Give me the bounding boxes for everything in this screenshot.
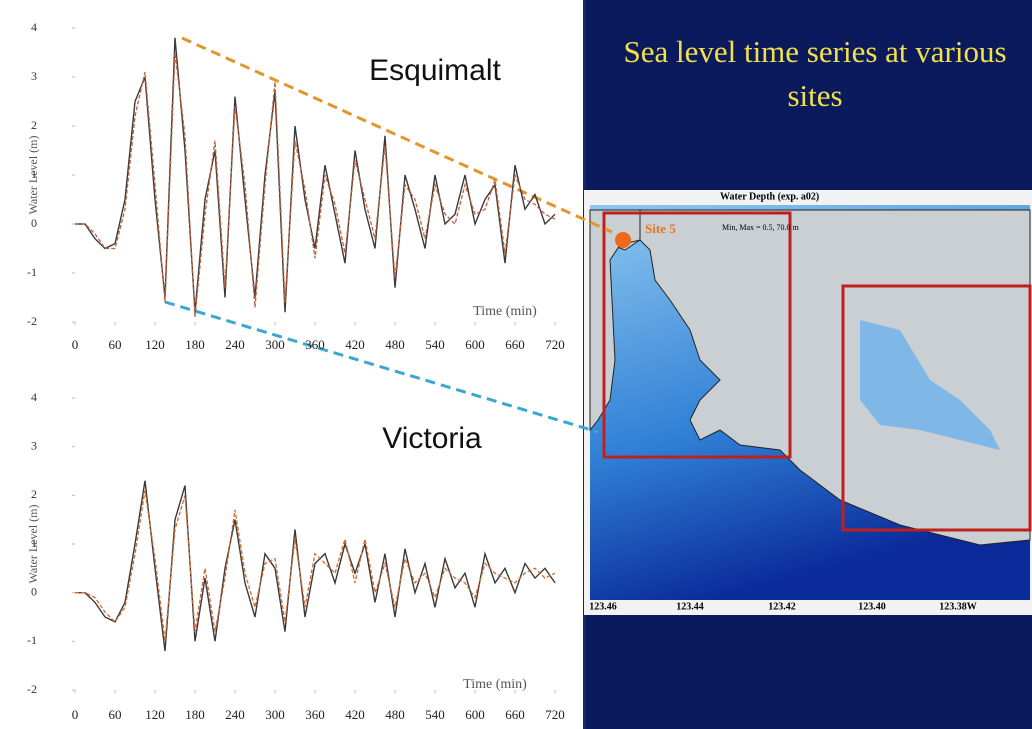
x-tick-label: 60 xyxy=(109,707,122,722)
x-axis-label: Time (min) xyxy=(473,304,537,319)
x-tick-label: 540 xyxy=(425,337,445,352)
x-tick-label: 240 xyxy=(225,337,245,352)
x-tick-label: 600 xyxy=(465,707,485,722)
y-tick-label: 2 xyxy=(31,487,37,501)
x-tick-label: 300 xyxy=(265,707,285,722)
x-tick-label: 600 xyxy=(465,337,485,352)
y-tick-label: 4 xyxy=(31,390,37,404)
x-tick-label: 720 xyxy=(545,337,565,352)
x-tick-label: 300 xyxy=(265,337,285,352)
chart-panel xyxy=(0,0,585,729)
y-tick-label: 3 xyxy=(31,438,37,452)
y-tick-label: 0 xyxy=(31,584,37,598)
chart-title: Esquimalt xyxy=(369,54,501,87)
lon-label: 123.44 xyxy=(676,601,704,612)
x-tick-label: 360 xyxy=(305,337,325,352)
lon-label: 123.40 xyxy=(858,601,886,612)
x-tick-label: 120 xyxy=(145,707,165,722)
map-range-note: Min, Max = 0.5, 70.0 m xyxy=(722,223,800,232)
lon-label: 123.38W xyxy=(939,601,977,612)
x-tick-label: 720 xyxy=(545,707,565,722)
map-title: Water Depth (exp. a02) xyxy=(720,191,819,202)
x-tick-label: 660 xyxy=(505,707,525,722)
y-tick-label: -1 xyxy=(27,633,37,647)
x-tick-label: 180 xyxy=(185,707,205,722)
x-tick-label: 420 xyxy=(345,707,365,722)
x-axis-label: Time (min) xyxy=(463,677,527,692)
x-tick-label: 360 xyxy=(305,707,325,722)
x-tick-label: 540 xyxy=(425,707,445,722)
x-tick-label: 240 xyxy=(225,707,245,722)
y-tick-label: -2 xyxy=(27,314,37,328)
x-tick-label: 420 xyxy=(345,337,365,352)
slide: Water Depth (exp. a02) Min, Max = 0.5, 7… xyxy=(0,0,1032,729)
x-tick-label: 660 xyxy=(505,337,525,352)
x-tick-label: 0 xyxy=(72,337,79,352)
y-tick-label: 2 xyxy=(31,118,37,132)
y-tick-label: 4 xyxy=(31,20,37,34)
x-tick-label: 480 xyxy=(385,337,405,352)
x-tick-label: 60 xyxy=(109,337,122,352)
site-label: Site 5 xyxy=(645,221,676,236)
x-tick-label: 0 xyxy=(72,707,79,722)
y-tick-label: -1 xyxy=(27,265,37,279)
site-marker xyxy=(615,232,631,248)
lon-label: 123.42 xyxy=(768,601,796,612)
y-tick-label: -2 xyxy=(27,682,37,696)
slide-title: Sea level time series at various sites xyxy=(600,30,1030,118)
x-tick-label: 480 xyxy=(385,707,405,722)
y-axis-label: Water Level (m) xyxy=(26,136,40,215)
x-tick-label: 120 xyxy=(145,337,165,352)
y-tick-label: 3 xyxy=(31,69,37,83)
x-tick-label: 180 xyxy=(185,337,205,352)
chart-title: Victoria xyxy=(382,422,482,455)
y-axis-label: Water Level (m) xyxy=(26,505,40,584)
y-tick-label: 0 xyxy=(31,216,37,230)
lon-label: 123.46 xyxy=(589,601,617,612)
